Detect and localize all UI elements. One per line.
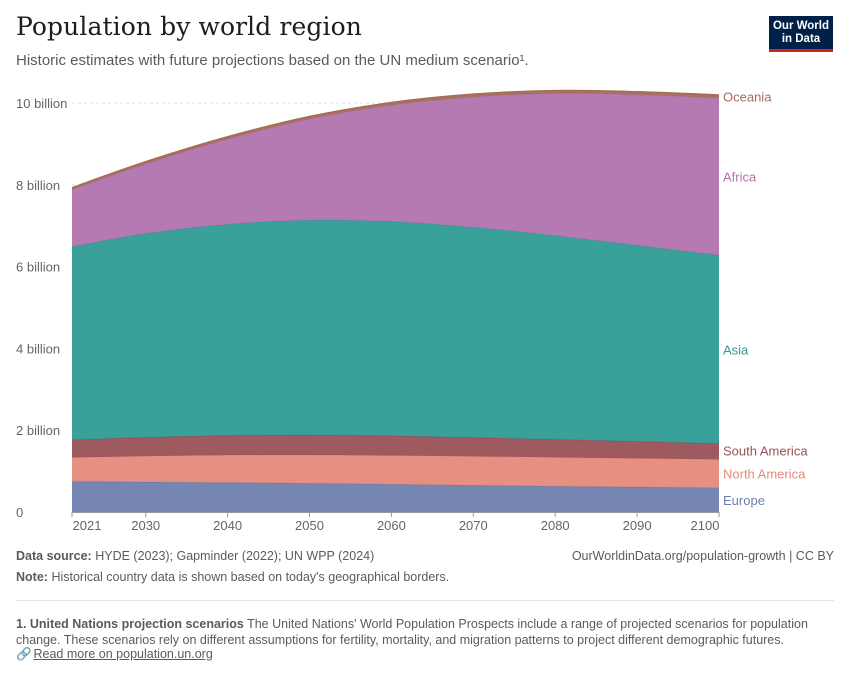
area-europe[interactable]	[72, 481, 719, 512]
note-text: Historical country data is shown based o…	[51, 570, 450, 584]
area-africa[interactable]	[72, 93, 719, 256]
logo-line-2: in Data	[781, 33, 821, 45]
x-tick-label: 2040	[213, 518, 242, 533]
area-north-america[interactable]	[72, 454, 719, 488]
area-south-america[interactable]	[72, 434, 719, 460]
y-tick-label: 6 billion	[16, 260, 60, 275]
footnote-link[interactable]: 🔗 Read more on population.un.org	[16, 647, 213, 662]
note: Note: Historical country data is shown b…	[16, 570, 449, 584]
y-tick-label: 0	[16, 505, 23, 520]
series-labels: Europe North America South America Asia Afri…	[723, 89, 808, 508]
note-label: Note:	[16, 570, 48, 584]
x-tick-label: 2080	[541, 518, 570, 533]
x-axis: 2021 2030 2040 2050 2060 2070 2080 2090 2100	[71, 512, 720, 533]
x-tick-label: 2100	[691, 518, 720, 533]
divider	[16, 600, 834, 601]
series-label-north-america[interactable]: North America	[723, 467, 806, 482]
logo-line-1: Our World	[772, 20, 829, 32]
footnote: 1. United Nations projection scenarios T…	[16, 616, 816, 648]
owid-logo[interactable]: Our World in Data	[769, 16, 833, 52]
credit-link[interactable]: OurWorldinData.org/population-growth | C…	[571, 549, 834, 563]
chart-area: 0 2 billion 4 billion 6 billion 8 billion 10 …	[16, 89, 808, 533]
footnote-link-text[interactable]: Read more on population.un.org	[33, 647, 213, 661]
y-tick-label: 2 billion	[16, 423, 60, 438]
x-tick-label: 2021	[73, 518, 102, 533]
area-asia[interactable]	[72, 220, 719, 444]
footnote-title: 1. United Nations projection scenarios	[16, 617, 244, 631]
chart-subtitle: Historic estimates with future projectio…	[16, 52, 529, 69]
y-tick-label: 4 billion	[16, 341, 60, 356]
data-source: Data source: HYDE (2023); Gapminder (202…	[16, 549, 374, 563]
y-axis: 0 2 billion 4 billion 6 billion 8 billion 10 …	[16, 96, 67, 520]
y-tick-label: 8 billion	[16, 178, 60, 193]
series-label-south-america[interactable]: South America	[723, 444, 808, 459]
series-label-europe[interactable]: Europe	[723, 493, 765, 508]
source-text[interactable]: HYDE (2023); Gapminder (2022); UN WPP (2…	[95, 549, 375, 563]
series-label-oceania[interactable]: Oceania	[723, 89, 772, 104]
series-label-africa[interactable]: Africa	[723, 170, 757, 185]
y-tick-label: 10 billion	[16, 96, 67, 111]
source-label: Data source:	[16, 549, 92, 563]
area-edge-africa	[71, 92, 720, 191]
x-tick-label: 2050	[295, 518, 324, 533]
link-icon: 🔗	[16, 647, 32, 661]
x-tick-label: 2070	[459, 518, 488, 533]
area-edge-oceania	[71, 89, 720, 189]
chart-title: Population by world region	[16, 12, 362, 41]
x-tick-label: 2090	[623, 518, 652, 533]
area-series	[71, 89, 720, 512]
x-tick-label: 2060	[377, 518, 406, 533]
x-tick-label: 2030	[131, 518, 160, 533]
series-label-asia[interactable]: Asia	[723, 342, 749, 357]
footnote-text: The United Nations' World Population Pro…	[16, 617, 808, 647]
